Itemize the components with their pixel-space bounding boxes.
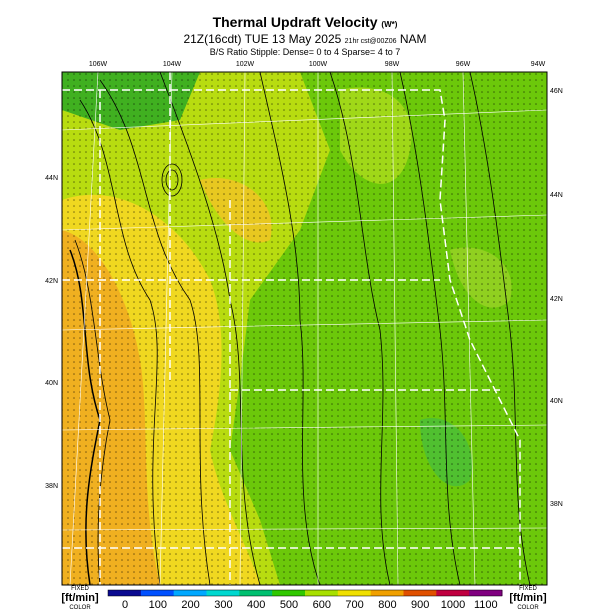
colorbar-frame (107, 589, 503, 597)
colorbar-unit: [ft/min] (509, 592, 547, 604)
colorbar-swatch (469, 590, 503, 596)
lon-label: 96W (456, 61, 471, 68)
lon-label: 104W (163, 61, 182, 68)
lat-label: 38N (550, 501, 563, 508)
colorbar-swatch (370, 590, 404, 596)
subtitle: 21Z(16cdt) TUE 13 May 2025 21hr cst@00Z0… (183, 32, 426, 46)
colorbar-label: 700 (345, 599, 363, 611)
lat-label: 44N (45, 175, 58, 182)
colorbar-swatch (436, 590, 470, 596)
map (62, 72, 547, 585)
colorbar-label: 900 (411, 599, 429, 611)
colorbar-unit: [ft/min] (61, 592, 99, 604)
lon-label: 100W (309, 61, 328, 68)
colorbar-unit-bottom: COLOR (69, 605, 91, 611)
colorbar: 0 100 200 300 400 500 600 700 800 900 1000 1100 FIXE… (61, 586, 547, 611)
title: Thermal Updraft Velocity (W*) (213, 14, 398, 30)
colorbar-label: 300 (214, 599, 232, 611)
colorbar-swatch (272, 590, 306, 596)
colorbar-swatch (108, 590, 142, 596)
lon-label: 94W (531, 61, 546, 68)
lon-label: 102W (236, 61, 255, 68)
lat-label: 40N (45, 380, 58, 387)
lat-label: 44N (550, 192, 563, 199)
lon-label: 106W (89, 61, 108, 68)
colorbar-label: 1000 (441, 599, 465, 611)
colorbar-label: 400 (247, 599, 265, 611)
colorbar-swatch (305, 590, 339, 596)
colorbar-swatch (206, 590, 240, 596)
colorbar-swatch (337, 590, 372, 596)
lat-label: 42N (45, 278, 58, 285)
lat-label: 46N (550, 88, 563, 95)
colorbar-label: 100 (149, 599, 167, 611)
lat-label: 38N (45, 483, 58, 490)
colorbar-swatch (140, 590, 175, 596)
colorbar-label: 800 (378, 599, 396, 611)
lat-label: 40N (550, 398, 563, 405)
colorbar-label: 600 (313, 599, 331, 611)
lat-label: 42N (550, 296, 563, 303)
colorbar-swatch (173, 590, 207, 596)
colorbar-unit-top: FIXED (71, 586, 89, 592)
lon-label: 98W (385, 61, 400, 68)
colorbar-label: 0 (122, 599, 128, 611)
colorbar-label: 1100 (474, 599, 498, 611)
colorbar-label: 500 (280, 599, 298, 611)
colorbar-label: 200 (181, 599, 199, 611)
colorbar-swatch (403, 590, 437, 596)
map-labels: 106W 104W 102W 100W 98W 96W 94W 46N 44N 42N 40N 38N… (45, 61, 563, 508)
colorbar-swatch (239, 590, 273, 596)
note: B/S Ratio Stipple: Dense= 0 to 4 Sparse=… (210, 47, 401, 57)
colorbar-unit-top: FIXED (519, 586, 537, 592)
colorbar-unit-bottom: COLOR (517, 605, 539, 611)
map-frame (61, 71, 548, 586)
